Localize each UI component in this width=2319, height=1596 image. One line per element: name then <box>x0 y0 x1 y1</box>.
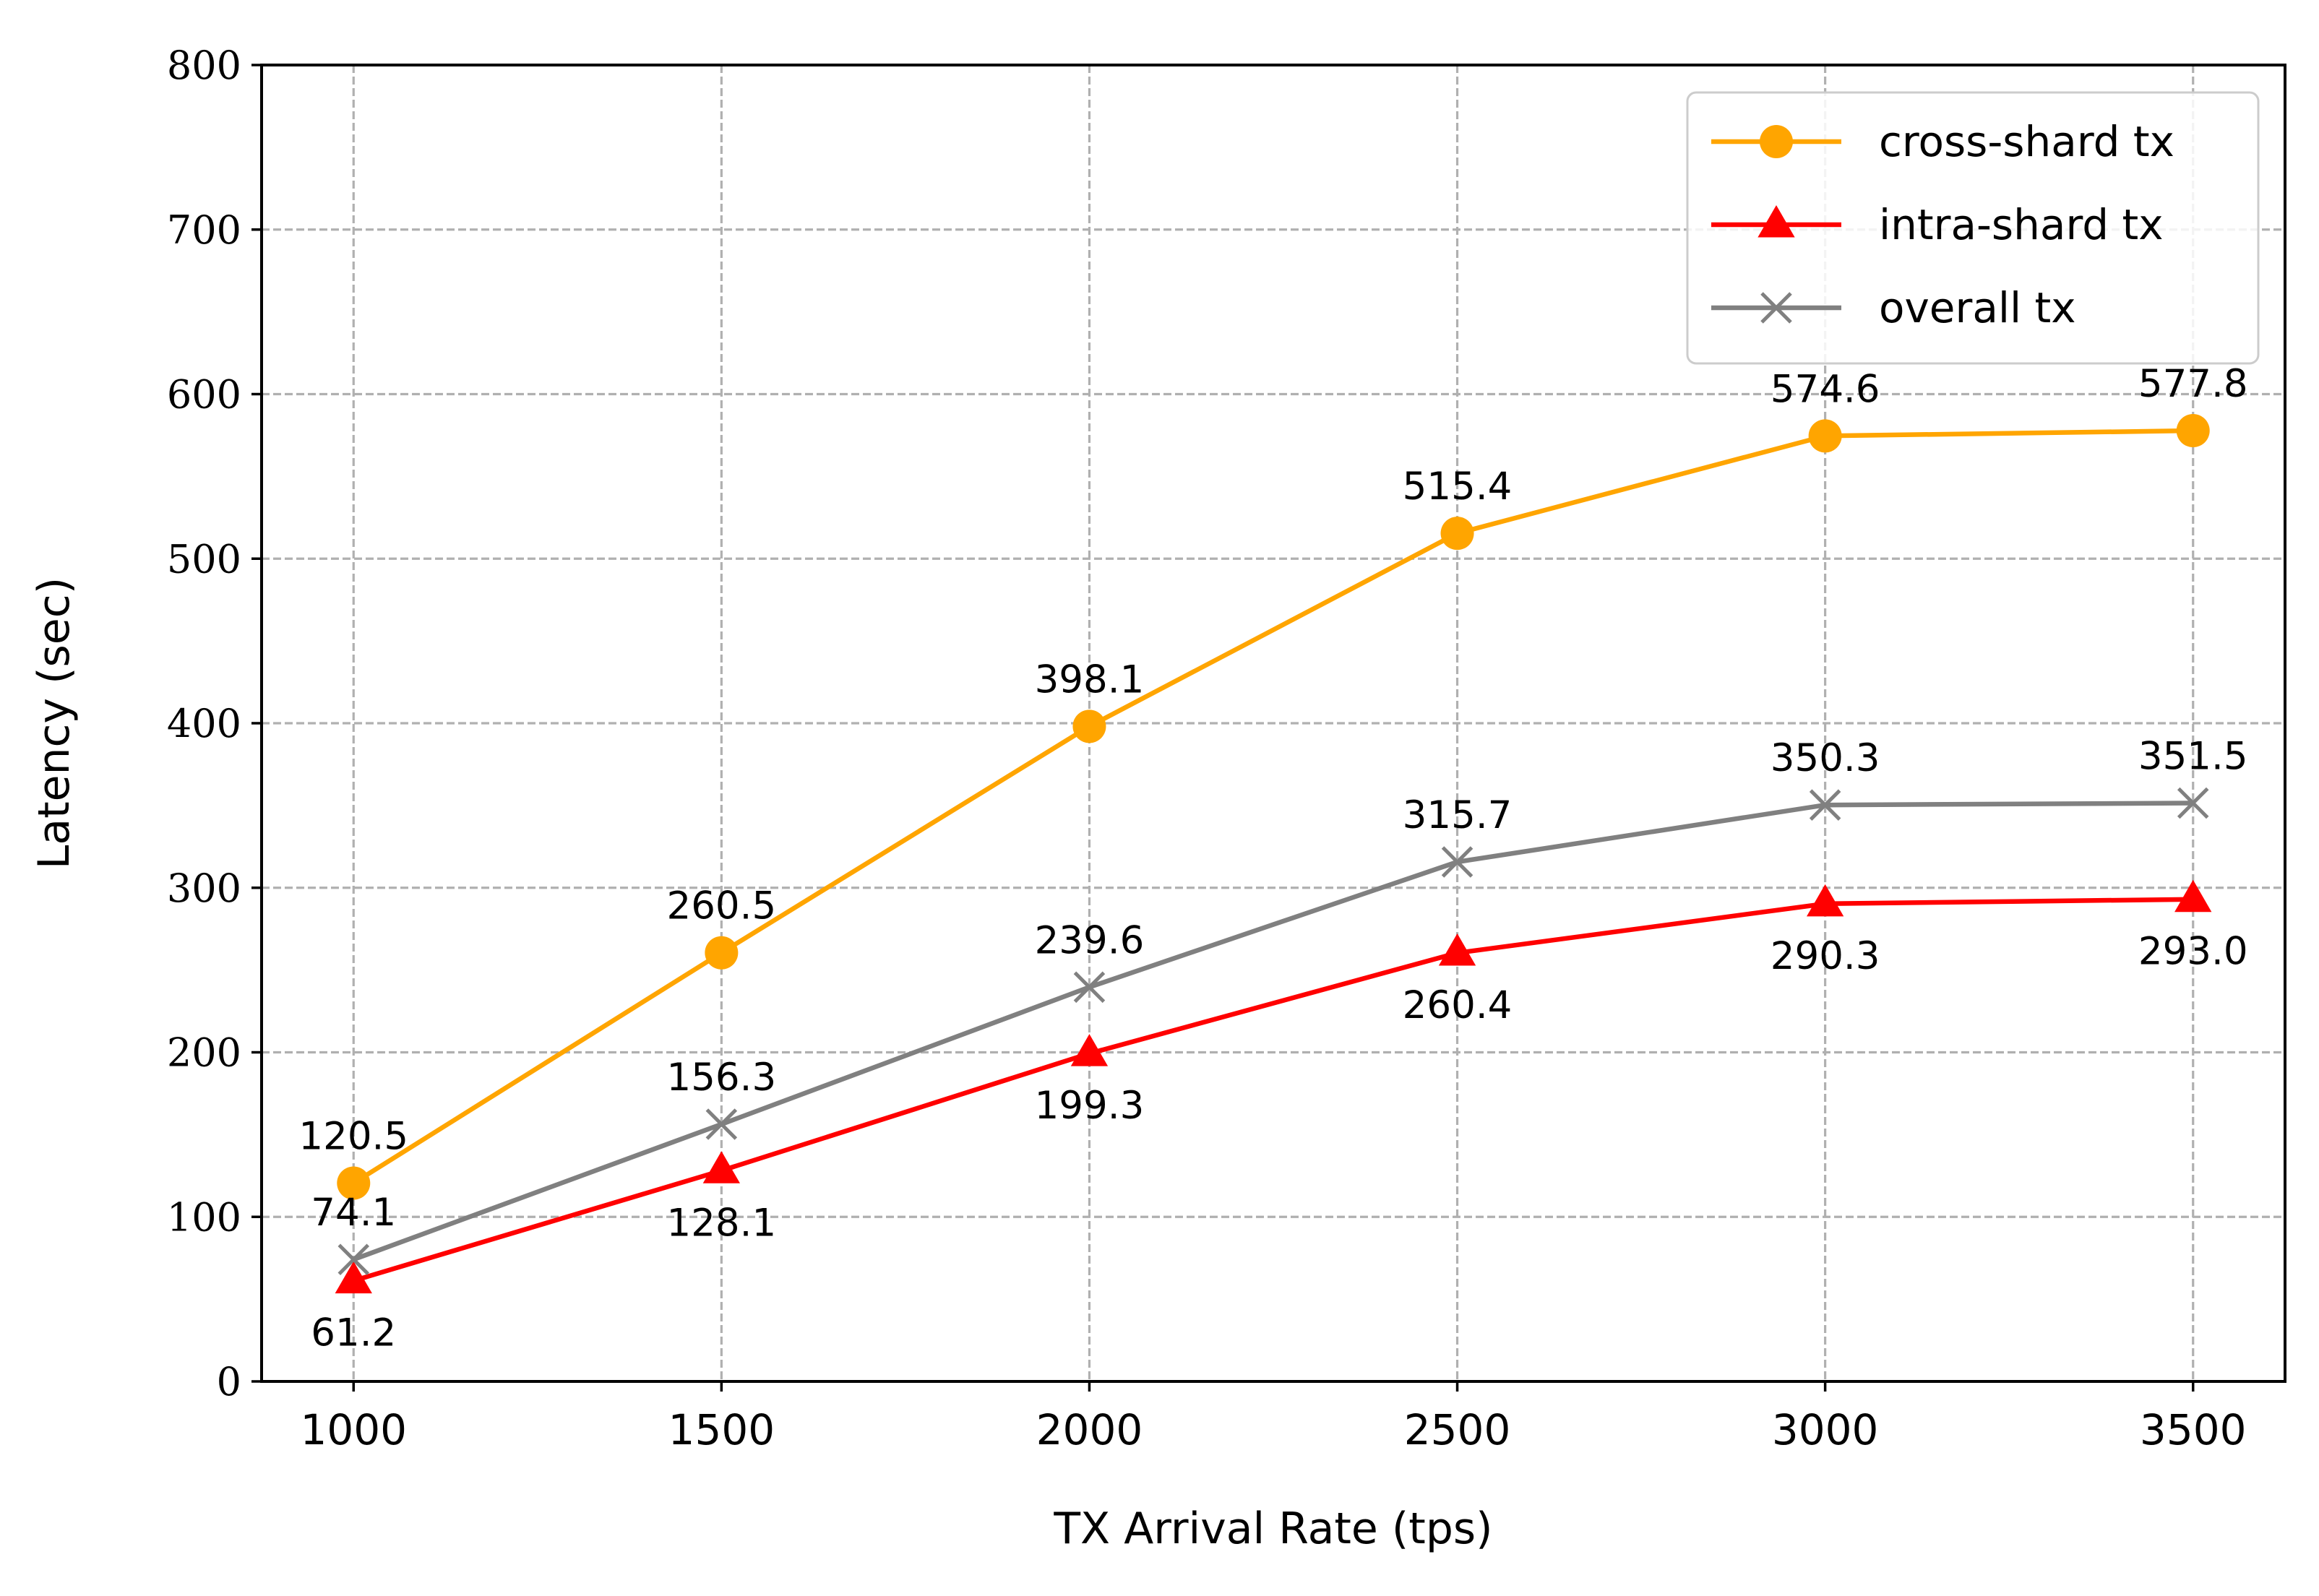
series-markers <box>335 414 2212 1294</box>
data-point-marker <box>1072 709 1106 743</box>
data-point-marker <box>1438 933 1476 966</box>
data-point-marker <box>1440 517 1474 551</box>
x-axis-label: TX Arrival Rate (tps) <box>1053 1504 1492 1554</box>
data-label: 128.1 <box>666 1201 776 1245</box>
data-point-marker <box>1070 1034 1109 1066</box>
x-tick-label: 1000 <box>300 1405 407 1454</box>
data-point-marker <box>1809 789 1841 821</box>
data-label: 350.3 <box>1771 736 1880 780</box>
data-point-marker <box>1073 971 1106 1004</box>
legend-marker <box>1760 292 1792 324</box>
series-line-2 <box>353 801 2193 1262</box>
legend-box <box>1686 91 2260 365</box>
y-tick-label: 0 <box>217 1359 241 1405</box>
data-label: 315.7 <box>1403 793 1513 837</box>
y-tick-label: 800 <box>167 43 241 88</box>
legend-marker <box>1757 205 1795 238</box>
legend-label: intra-shard tx <box>1879 200 2164 249</box>
data-point-marker <box>337 1166 371 1200</box>
x-tick-label: 3500 <box>2140 1405 2247 1454</box>
data-label: 351.5 <box>2138 734 2248 778</box>
axis-ticks <box>251 64 2195 1392</box>
point-labels: 120.5 260.5 398.1 515.4 574.6 577.8 61.2 128.1 1… <box>298 362 2247 1355</box>
data-label: 398.1 <box>1035 657 1145 702</box>
y-tick-label: 600 <box>167 372 241 418</box>
data-label: 61.2 <box>311 1311 396 1355</box>
data-label: 239.6 <box>1035 918 1145 962</box>
legend-label: cross-shard tx <box>1879 117 2174 166</box>
data-label: 293.0 <box>2138 930 2248 974</box>
data-point-marker <box>335 1261 372 1294</box>
data-point-marker <box>1806 884 1844 917</box>
y-tick-label: 700 <box>167 207 241 253</box>
data-point-marker <box>2174 879 2212 913</box>
y-tick-label: 400 <box>167 701 241 746</box>
data-point-marker <box>2177 787 2209 819</box>
data-label: 577.8 <box>2138 362 2248 406</box>
data-label: 515.4 <box>1403 465 1513 509</box>
x-tick-label: 2500 <box>1404 1405 1511 1454</box>
data-label: 156.3 <box>666 1056 776 1100</box>
y-tick-label: 200 <box>167 1030 241 1076</box>
data-point-marker <box>2176 414 2210 448</box>
x-tick-label: 3000 <box>1772 1405 1879 1454</box>
y-tick-labels: 0 100 200 300 400 500 600 700 800 <box>167 43 241 1405</box>
data-point-marker <box>337 1243 370 1276</box>
y-tick-label: 300 <box>167 866 241 911</box>
data-point-marker <box>705 1108 738 1140</box>
data-point-marker <box>1808 419 1842 453</box>
x-tick-label: 2000 <box>1036 1405 1143 1454</box>
data-label: 74.1 <box>311 1191 396 1235</box>
data-label: 574.6 <box>1771 367 1880 411</box>
series-line-1 <box>353 897 2193 1283</box>
x-tick-labels: 1000 1500 2000 2500 3000 3500 <box>300 1405 2246 1454</box>
legend: cross-shard tx intra-shard tx overall tx <box>1686 91 2260 365</box>
x-tick-label: 1500 <box>668 1405 775 1454</box>
y-tick-label: 500 <box>167 536 241 582</box>
data-label: 120.5 <box>298 1115 408 1159</box>
series-line-0 <box>352 428 2193 1186</box>
y-axis-label: Latency (sec) <box>29 577 79 869</box>
data-label: 260.5 <box>666 884 776 928</box>
data-label: 199.3 <box>1035 1084 1145 1128</box>
series-lines <box>352 428 2193 1283</box>
y-tick-label: 100 <box>167 1194 241 1240</box>
data-label: 260.4 <box>1403 983 1513 1027</box>
data-point-marker <box>705 936 739 970</box>
data-point-marker <box>702 1151 741 1183</box>
legend-label: overall tx <box>1879 283 2076 332</box>
data-point-marker <box>1441 846 1473 878</box>
legend-marker <box>1760 125 1793 158</box>
data-label: 290.3 <box>1771 934 1880 978</box>
